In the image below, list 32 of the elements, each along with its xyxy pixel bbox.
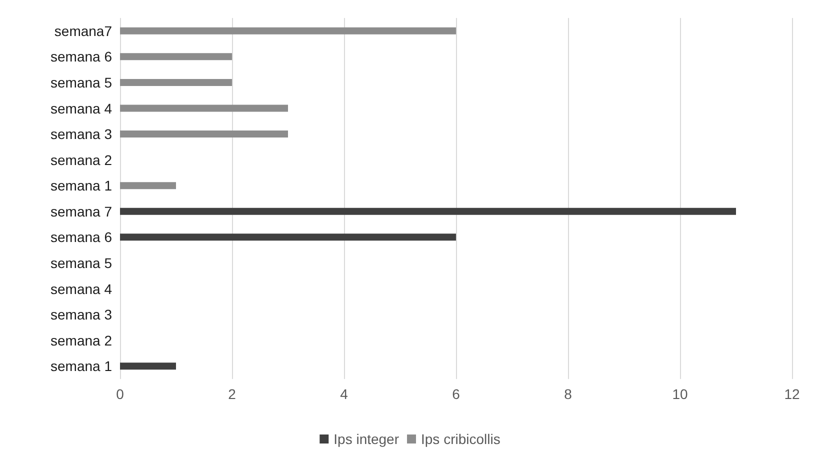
x-tick-label: 0 <box>116 386 124 402</box>
y-tick-label: semana 6 <box>50 48 112 65</box>
bar <box>120 78 232 86</box>
y-tick-label: semana 7 <box>50 203 112 220</box>
y-tick-label: semana 3 <box>50 126 112 142</box>
x-tick-label: 2 <box>228 386 236 402</box>
y-tick-label: semana 6 <box>50 229 112 246</box>
y-tick-label: semana 5 <box>50 74 112 90</box>
y-tick-label: semana 3 <box>50 306 112 323</box>
y-tick-label: semana7 <box>54 22 112 39</box>
y-tick-label: semana 5 <box>50 254 112 271</box>
legend-label: Ips cribicollis <box>421 431 500 447</box>
x-tick-label: 8 <box>564 386 572 402</box>
y-tick-label: semana 2 <box>50 332 112 348</box>
bar <box>120 362 176 370</box>
x-tick-label: 6 <box>452 386 460 402</box>
bar <box>120 104 288 112</box>
y-tick-label: semana 4 <box>50 100 112 116</box>
y-tick-label: semana 1 <box>50 178 112 194</box>
x-tick-label: 4 <box>340 386 348 402</box>
y-tick-label: semana 1 <box>50 358 112 374</box>
x-tick-label: 10 <box>672 386 688 402</box>
bar <box>120 27 456 34</box>
bar <box>120 182 176 190</box>
bar <box>120 130 288 138</box>
legend-label: Ips integer <box>334 431 400 447</box>
x-tick-label: 12 <box>784 386 800 402</box>
bar <box>120 53 232 60</box>
y-tick-label: semana 4 <box>50 280 112 297</box>
bar <box>120 208 736 215</box>
y-tick-label: semana 2 <box>50 152 112 168</box>
bar <box>120 234 456 241</box>
